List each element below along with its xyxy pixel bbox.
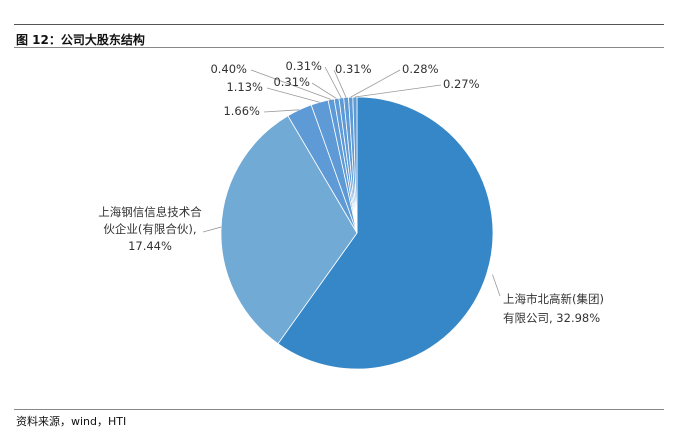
leader-line-1 xyxy=(492,274,501,297)
slice-label-3: 1.66% xyxy=(223,104,260,118)
slice-label-9: 0.28% xyxy=(402,62,439,76)
leader-line-9 xyxy=(350,69,401,98)
leader-line-7 xyxy=(324,66,342,99)
pie-slice-1 xyxy=(277,96,494,370)
slice-label-1-line1: 上海市北高新(集团) xyxy=(503,292,604,306)
leader-line-8 xyxy=(333,69,347,98)
slice-label-1-line2: 有限公司, 32.98% xyxy=(503,311,600,325)
slice-label-10: 0.27% xyxy=(443,77,480,91)
slice-label-2-line3: 17.44% xyxy=(128,239,172,253)
leader-line-5 xyxy=(250,69,332,100)
slice-label-2-line1: 上海钢信信息技术合 xyxy=(98,205,202,219)
leader-line-3 xyxy=(263,109,300,113)
header-bottom-rule xyxy=(14,47,664,48)
footer-rule xyxy=(14,409,664,410)
slice-label-2-line2: 伙企业(有限合伙), xyxy=(103,222,196,236)
figure-title: 图 12：公司大股东结构 xyxy=(16,33,145,47)
leader-line-10 xyxy=(354,84,442,98)
slice-label-4: 1.13% xyxy=(226,80,263,94)
source-note: 资料来源，wind，HTI xyxy=(16,415,127,428)
slice-label-6: 0.31% xyxy=(273,75,310,89)
leader-line-6 xyxy=(311,82,337,99)
slice-label-8: 0.31% xyxy=(335,62,372,76)
slice-label-5: 0.40% xyxy=(210,62,247,76)
header-top-rule xyxy=(14,24,664,25)
leader-line-2 xyxy=(202,226,222,233)
leader-line-4 xyxy=(266,87,320,103)
slice-label-7: 0.31% xyxy=(285,59,322,73)
